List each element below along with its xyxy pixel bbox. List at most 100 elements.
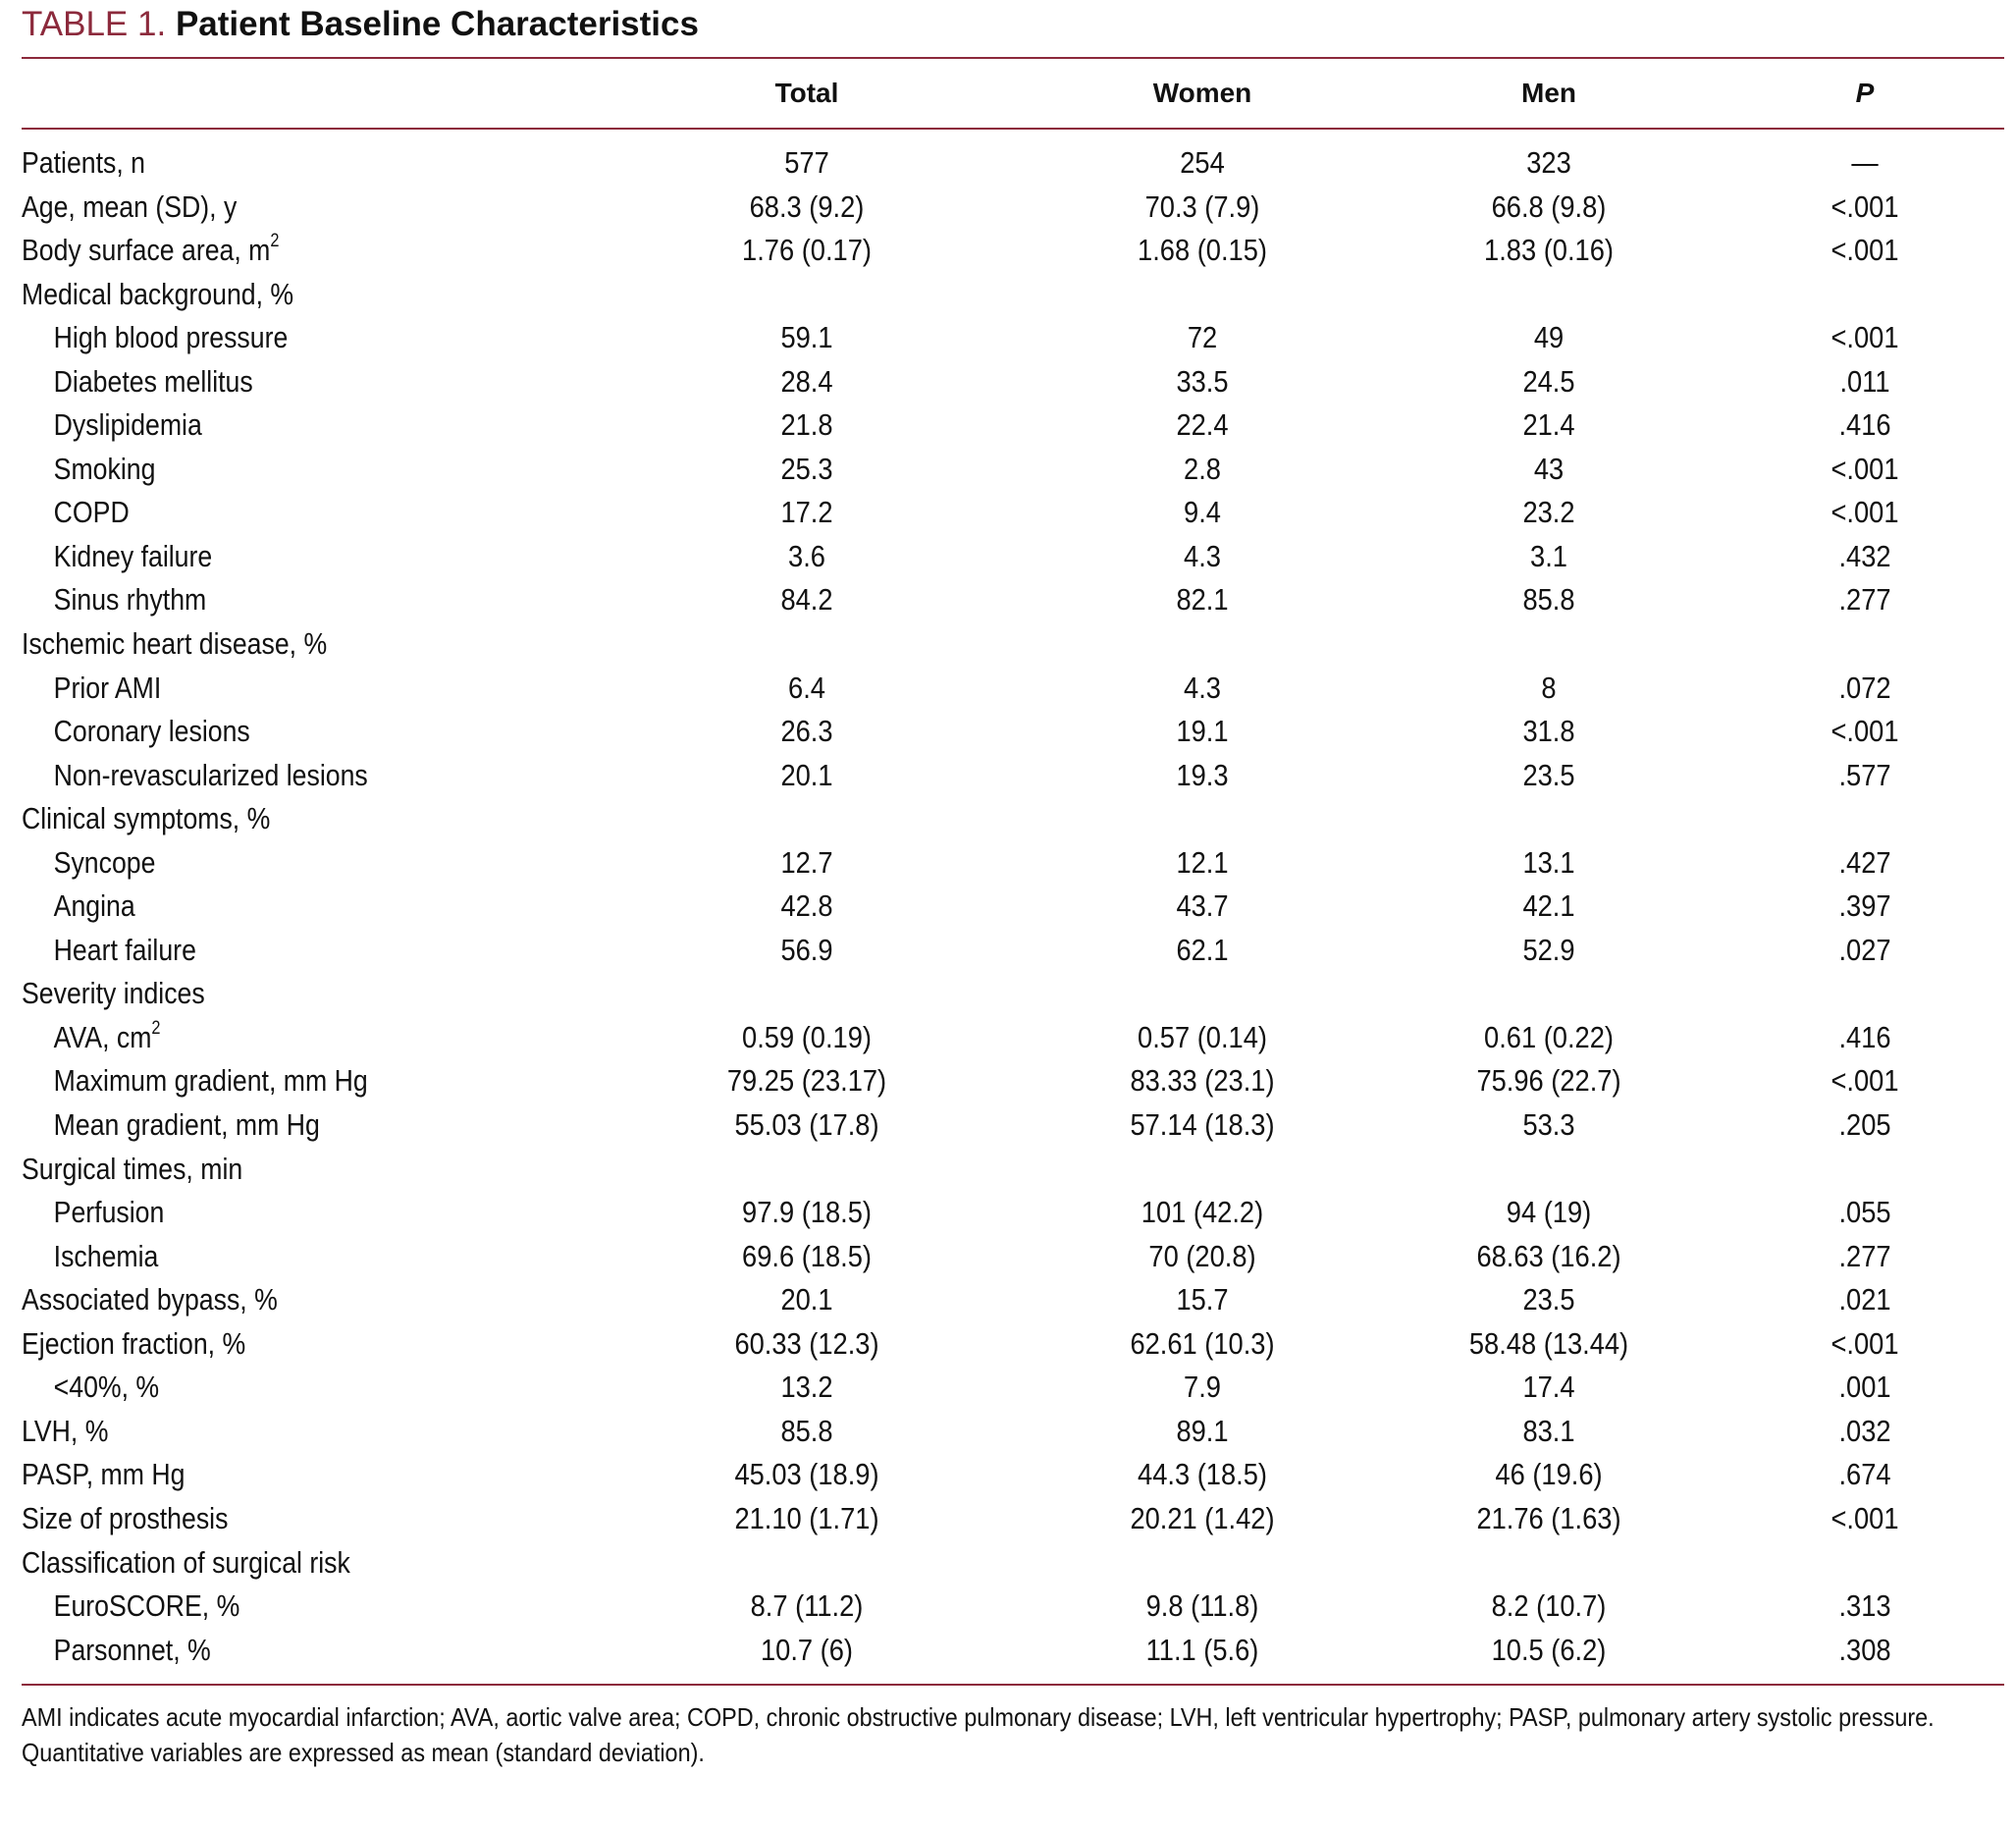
header-rule [22,128,2004,130]
cell-total: 21.10 (1.71) [734,1500,879,1535]
cell-women: 72 [1187,320,1218,355]
row-label-text: Sinus rhythm [53,582,207,618]
cell-men: 21.4 [1522,407,1575,443]
row-label: Clinical symptoms, % [22,797,545,841]
row-label-text: Prior AMI [53,670,162,705]
header-total: Total [774,78,839,108]
row-label: EuroSCORE, % [22,1585,577,1629]
cell-total: 69.6 (18.5) [742,1238,872,1273]
row-label: Body surface area, m2 [22,229,545,273]
cell-men: 46 (19.6) [1495,1457,1603,1492]
cell-p-value: .205 [1838,1107,1891,1143]
table-row: Mean gradient, mm Hg 55.03 (17.8) 57.14 (1… [22,1103,2004,1148]
table-row: <40%, % 13.2 7.9 17.4 .001 [22,1366,2004,1410]
row-label-text: Associated bypass, % [22,1282,278,1317]
cell-total: 26.3 [780,714,833,749]
table-row: Clinical symptoms, % [22,797,2004,841]
row-label-text: Size of prosthesis [22,1500,229,1535]
cell-total: 1.76 (0.17) [742,233,872,268]
cell-p-value: .001 [1838,1370,1891,1405]
cell-women: 83.33 (23.1) [1130,1063,1275,1099]
row-label-text: Perfusion [53,1195,165,1230]
cell-total: 8.7 (11.2) [750,1588,864,1624]
cell-total: 12.7 [780,844,833,880]
cell-total: 56.9 [780,932,833,967]
row-label-text: Classification of surgical risk [22,1544,350,1580]
cell-men: 43 [1533,451,1565,486]
cell-women: 1.68 (0.15) [1138,233,1267,268]
cell-total: 10.7 (6) [760,1632,854,1667]
cell-men: 94 (19) [1506,1195,1592,1230]
cell-women: 11.1 (5.6) [1145,1632,1259,1667]
cell-total: 3.6 [788,538,825,573]
cell-men: 85.8 [1522,582,1575,618]
table-document: TABLE 1. Patient Baseline Characteristic… [22,0,2004,1770]
cell-p-value: <.001 [1830,1325,1899,1361]
cell-total: 85.8 [780,1413,833,1448]
cell-p-value: .055 [1838,1195,1891,1230]
cell-p-value: .432 [1838,538,1891,573]
table-row: Classification of surgical risk [22,1541,2004,1586]
table-row: Surgical times, min [22,1148,2004,1192]
cell-men: 53.3 [1522,1107,1575,1143]
cell-men: 0.61 (0.22) [1484,1019,1614,1054]
cell-total: 68.3 (9.2) [749,188,865,224]
cell-p-value: .277 [1838,1238,1891,1273]
cell-p-value: <.001 [1830,495,1899,530]
cell-men: 31.8 [1522,714,1575,749]
row-label: Smoking [22,448,577,492]
row-label-text: AVA, cm [53,1019,152,1054]
cell-men: 66.8 (9.8) [1491,188,1607,224]
footnote-quantitative: Quantitative variables are expressed as … [22,1738,705,1768]
footnote-abbreviations: AMI indicates acute myocardial infarctio… [22,1702,1935,1733]
row-label: Surgical times, min [22,1148,545,1192]
table-row: Heart failure 56.9 62.1 52.9 .027 [22,929,2004,973]
row-label: Severity indices [22,972,545,1016]
cell-p-value: .277 [1838,582,1891,618]
cell-men: 23.5 [1522,1282,1575,1317]
row-label-text: Ischemia [53,1238,159,1273]
cell-women: 4.3 [1184,538,1221,573]
row-label: Kidney failure [22,535,577,579]
row-label: Ischemia [22,1235,577,1279]
cell-men: 23.5 [1522,757,1575,792]
row-label-text: Smoking [53,451,156,486]
cell-total: 13.2 [780,1370,833,1405]
cell-men: 8.2 (10.7) [1491,1588,1607,1624]
header-p-value: P [1855,78,1875,108]
cell-p-value: .313 [1838,1588,1891,1624]
table-row: Patients, n 577 254 323 — [22,141,2004,186]
table-row: COPD 17.2 9.4 23.2 <.001 [22,491,2004,535]
table-row: Body surface area, m2 1.76 (0.17) 1.68 (0.… [22,229,2004,273]
cell-total: 42.8 [780,888,833,924]
table-row: PASP, mm Hg 45.03 (18.9) 44.3 (18.5) 46 (19… [22,1453,2004,1497]
cell-p-value: .021 [1838,1282,1891,1317]
cell-p-value: .674 [1838,1457,1891,1492]
header-label [22,59,630,128]
row-label-text: Severity indices [22,976,205,1011]
cell-men: 21.76 (1.63) [1476,1500,1621,1535]
row-label: Coronary lesions [22,710,577,754]
cell-women: 15.7 [1176,1282,1229,1317]
cell-total: 97.9 (18.5) [742,1195,872,1230]
table-number: TABLE 1. [22,5,167,43]
cell-total: 6.4 [788,670,825,705]
row-label-text: <40%, % [53,1370,160,1405]
row-label-text: Surgical times, min [22,1151,243,1186]
cell-p-value: .027 [1838,932,1891,967]
row-label-text: Heart failure [53,932,196,967]
table-row: Medical background, % [22,273,2004,317]
row-label: Angina [22,885,577,929]
cell-women: 62.1 [1176,932,1229,967]
row-label: Sinus rhythm [22,578,577,622]
row-label: <40%, % [22,1366,577,1410]
table-row: Size of prosthesis 21.10 (1.71) 20.21 (1.4… [22,1497,2004,1541]
cell-men: 8 [1541,670,1557,705]
cell-total: 60.33 (12.3) [734,1325,879,1361]
row-label: Syncope [22,841,577,886]
cell-men: 1.83 (0.16) [1484,233,1614,268]
cell-men: 52.9 [1522,932,1575,967]
table-row: Prior AMI 6.4 4.3 8 .072 [22,667,2004,711]
table-row: Kidney failure 3.6 4.3 3.1 .432 [22,535,2004,579]
table-row: Syncope 12.7 12.1 13.1 .427 [22,841,2004,886]
